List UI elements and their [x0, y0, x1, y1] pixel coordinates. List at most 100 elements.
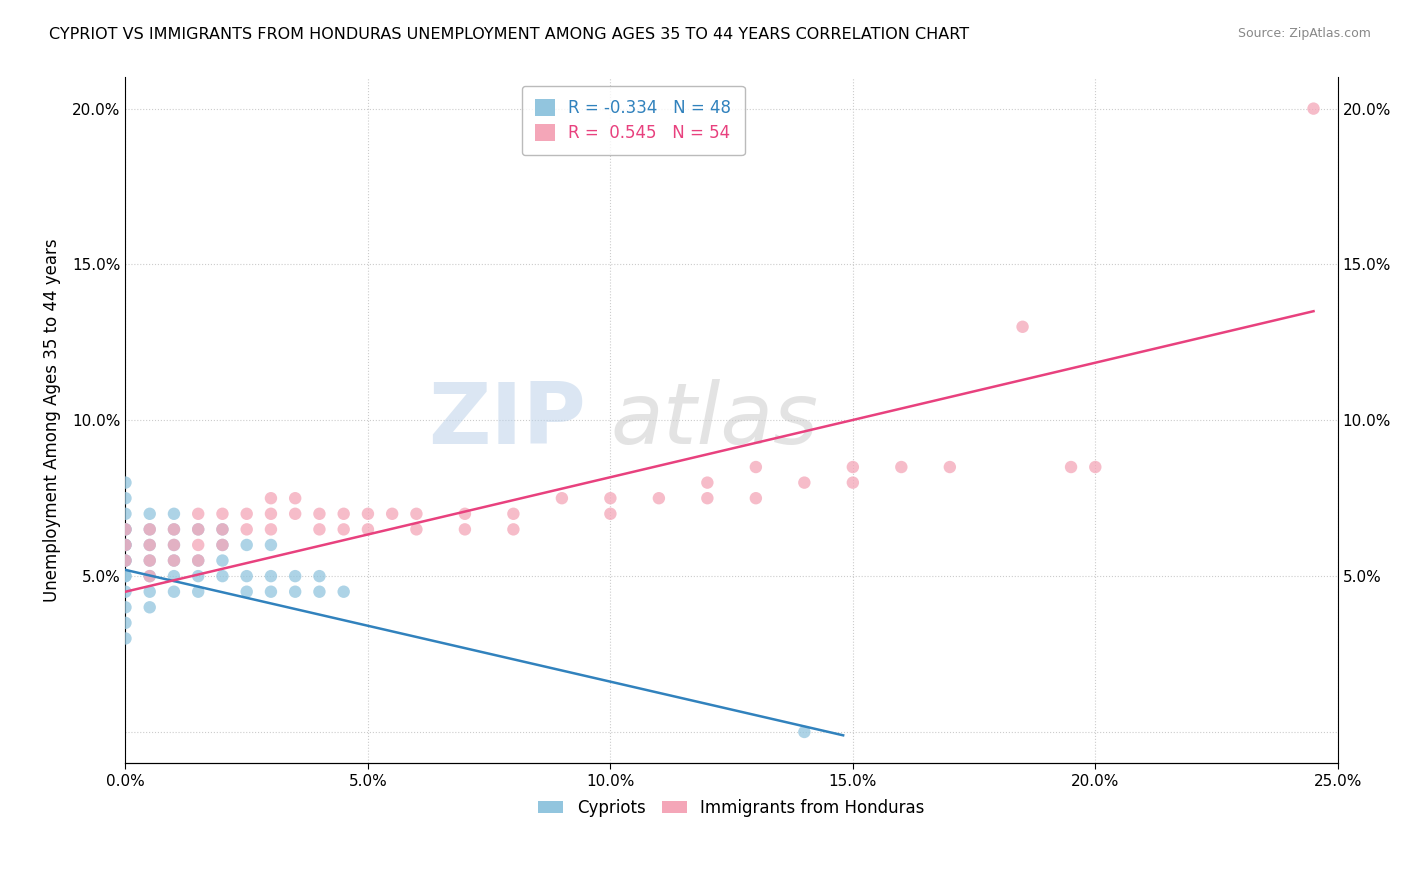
Point: [187, 507, 209, 521]
Point: [1302, 102, 1324, 116]
Point: [696, 491, 718, 506]
Point: [405, 507, 427, 521]
Point: [163, 522, 186, 536]
Point: [114, 522, 136, 536]
Point: [163, 522, 186, 536]
Point: [114, 507, 136, 521]
Legend: Cypriots, Immigrants from Honduras: Cypriots, Immigrants from Honduras: [531, 792, 932, 823]
Point: [114, 553, 136, 567]
Point: [502, 522, 524, 536]
Point: [163, 538, 186, 552]
Point: [187, 569, 209, 583]
Point: [114, 538, 136, 552]
Point: [138, 522, 160, 536]
Point: [745, 460, 768, 475]
Point: [842, 475, 865, 490]
Point: [284, 507, 307, 521]
Point: [114, 553, 136, 567]
Point: [235, 522, 257, 536]
Point: [163, 538, 186, 552]
Point: [187, 522, 209, 536]
Point: [114, 569, 136, 583]
Point: [114, 553, 136, 567]
Point: [308, 584, 330, 599]
Point: [696, 475, 718, 490]
Point: [1084, 460, 1107, 475]
Point: [332, 522, 354, 536]
Point: [332, 584, 354, 599]
Point: [114, 632, 136, 646]
Point: [138, 522, 160, 536]
Point: [381, 507, 404, 521]
Text: CYPRIOT VS IMMIGRANTS FROM HONDURAS UNEMPLOYMENT AMONG AGES 35 TO 44 YEARS CORRE: CYPRIOT VS IMMIGRANTS FROM HONDURAS UNEM…: [49, 27, 969, 42]
Point: [211, 522, 233, 536]
Point: [138, 600, 160, 615]
Point: [1060, 460, 1083, 475]
Point: [308, 507, 330, 521]
Point: [114, 538, 136, 552]
Point: [187, 553, 209, 567]
Point: [308, 569, 330, 583]
Point: [138, 569, 160, 583]
Point: [599, 507, 621, 521]
Point: [260, 507, 283, 521]
Point: [114, 615, 136, 630]
Point: [138, 538, 160, 552]
Point: [745, 491, 768, 506]
Point: [235, 569, 257, 583]
Point: [138, 553, 160, 567]
Point: [211, 507, 233, 521]
Text: atlas: atlas: [610, 379, 818, 462]
Point: [138, 569, 160, 583]
Point: [308, 522, 330, 536]
Point: [114, 569, 136, 583]
Point: [163, 507, 186, 521]
Point: [260, 584, 283, 599]
Point: [357, 522, 380, 536]
Point: [284, 491, 307, 506]
Point: [211, 569, 233, 583]
Point: [357, 507, 380, 521]
Point: [260, 569, 283, 583]
Point: [211, 553, 233, 567]
Point: [114, 475, 136, 490]
Point: [211, 522, 233, 536]
Point: [114, 584, 136, 599]
Point: [599, 491, 621, 506]
Y-axis label: Unemployment Among Ages 35 to 44 years: Unemployment Among Ages 35 to 44 years: [44, 238, 60, 602]
Point: [260, 522, 283, 536]
Point: [114, 522, 136, 536]
Point: [138, 553, 160, 567]
Point: [260, 538, 283, 552]
Point: [138, 584, 160, 599]
Point: [138, 507, 160, 521]
Point: [332, 507, 354, 521]
Point: [187, 538, 209, 552]
Point: [163, 569, 186, 583]
Point: [114, 522, 136, 536]
Point: [793, 475, 815, 490]
Point: [405, 522, 427, 536]
Point: [648, 491, 671, 506]
Text: ZIP: ZIP: [429, 379, 586, 462]
Point: [842, 460, 865, 475]
Point: [114, 491, 136, 506]
Point: [211, 538, 233, 552]
Point: [211, 538, 233, 552]
Point: [114, 600, 136, 615]
Point: [163, 584, 186, 599]
Point: [187, 584, 209, 599]
Point: [1011, 319, 1033, 334]
Point: [260, 491, 283, 506]
Point: [551, 491, 574, 506]
Point: [284, 569, 307, 583]
Point: [939, 460, 962, 475]
Point: [890, 460, 912, 475]
Point: [235, 584, 257, 599]
Point: [793, 725, 815, 739]
Point: [454, 522, 477, 536]
Point: [163, 553, 186, 567]
Point: [502, 507, 524, 521]
Point: [138, 538, 160, 552]
Point: [235, 507, 257, 521]
